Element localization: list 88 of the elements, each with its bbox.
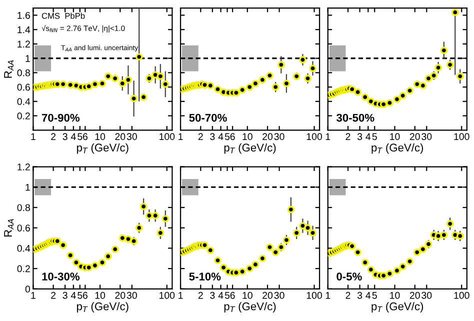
x-tick-label: 4 (218, 133, 224, 140)
x-tick-label: 10 (95, 292, 106, 299)
x-tick-label: 1 (178, 133, 183, 140)
x-tick-label: 30 (422, 292, 432, 299)
x-tick-label: 1 (178, 292, 183, 299)
x-tick-label: 10 (242, 133, 252, 140)
x-tick-label: 2 (346, 133, 350, 140)
x-tick-label: 10 (390, 292, 400, 299)
x-tick-label: 3 (210, 133, 215, 140)
x-tick-label: 3 (210, 292, 215, 299)
x-tick-label: 2 (346, 292, 350, 299)
y-tick-label: 0.6 (17, 224, 30, 232)
y-tick-label: 0.6 (17, 84, 30, 91)
annotation: 50-70% (189, 114, 227, 122)
x-tick-label: 2 (198, 292, 203, 299)
x-tick-label: 2 (51, 292, 56, 299)
x-axis-title: p$_{T}$ (GeV/c) (224, 143, 276, 154)
x-tick-label: 20 (115, 292, 126, 299)
y-axis-title: R$_{AA}$ (4, 219, 14, 236)
y-tick-label: 0.2 (17, 265, 30, 272)
x-tick-label: 100 (160, 133, 175, 140)
x-tick-label: 2 (51, 133, 56, 140)
y-tick-label: 0 (25, 286, 30, 293)
x-tick-label: 30 (126, 292, 137, 299)
y-tick-label: 0.2 (17, 112, 30, 120)
annotation: 0-5% (336, 272, 362, 280)
x-tick-label: 5 (78, 133, 82, 140)
y-tick-label: 1.2 (18, 40, 30, 48)
x-tick-label: 3 (357, 292, 362, 299)
x-tick-label: 100 (306, 292, 322, 299)
x-tick-label: 1 (326, 133, 330, 140)
x-tick-label: 5 (224, 133, 230, 140)
x-tick-label: 100 (306, 133, 322, 140)
y-tick-label: 1.6 (18, 12, 30, 19)
y-tick-label: 0.4 (17, 98, 30, 106)
x-tick-label: 10 (390, 133, 400, 140)
x-tick-label: 10 (95, 133, 106, 140)
x-tick-label: 100 (454, 292, 470, 299)
x-tick-label: 20 (262, 292, 273, 299)
x-axis-title: p$_{T}$ (GeV/c) (77, 302, 128, 312)
y-tick-label: 0.8 (17, 204, 30, 212)
x-tick-label: 30 (274, 292, 284, 299)
x-tick-label: 4 (70, 133, 76, 140)
x-tick-label: 30 (274, 133, 284, 140)
x-tick-label: 30 (126, 133, 137, 140)
annotation: 30-50% (336, 114, 374, 122)
y-tick-label: 0.8 (17, 69, 30, 76)
x-tick-label: 4 (366, 133, 371, 140)
x-axis-title: p$_{T}$ (GeV/c) (77, 143, 128, 154)
y-tick-label: 0.4 (17, 244, 30, 252)
x-tick-label: 1 (31, 292, 36, 299)
x-tick-label: 20 (410, 133, 420, 140)
y-axis-title: R$_{AA}$ (4, 60, 14, 78)
x-tick-label: 10 (242, 292, 252, 299)
x-tick-label: 6 (82, 292, 88, 299)
x-tick-label: 6 (230, 292, 235, 299)
y-tick-label: 1.2 (18, 164, 30, 170)
x-axis-title: p$_{T}$ (GeV/c) (372, 143, 424, 154)
annotation: 70-90% (42, 114, 80, 122)
x-axis-title: p$_{T}$ (GeV/c) (224, 302, 276, 312)
x-tick-label: 5 (78, 292, 82, 299)
x-tick-label: 100 (160, 292, 175, 299)
x-tick-label: 5 (224, 292, 230, 299)
x-tick-label: 2 (198, 133, 203, 140)
annotation: 5-10% (189, 272, 221, 280)
x-tick-label: 1 (326, 292, 330, 299)
annotation: 10-30% (42, 272, 80, 280)
x-tick-label: 100 (454, 133, 470, 140)
x-tick-label: 3 (357, 133, 362, 140)
x-tick-label: 5 (372, 133, 377, 140)
x-tick-label: 30 (422, 133, 432, 140)
x-tick-label: 5 (372, 292, 377, 299)
x-tick-label: 6 (230, 133, 235, 140)
y-tick-label: 1 (26, 55, 30, 62)
y-tick-label: 1 (26, 184, 30, 191)
x-axis-title: p$_{T}$ (GeV/c) (372, 302, 424, 312)
x-tick-label: 3 (62, 133, 68, 140)
y-tick-label: 1.4 (18, 26, 30, 34)
annotation: CMS PbPb (42, 12, 85, 19)
x-tick-label: 20 (115, 133, 126, 140)
x-tick-label: 1 (31, 133, 36, 140)
x-tick-label: 4 (70, 292, 76, 299)
x-tick-label: 3 (62, 292, 68, 299)
x-tick-label: 20 (262, 133, 273, 140)
x-tick-label: 20 (410, 292, 420, 299)
x-tick-label: 4 (218, 292, 224, 299)
x-tick-label: 6 (82, 133, 88, 140)
x-tick-label: 4 (366, 292, 371, 299)
